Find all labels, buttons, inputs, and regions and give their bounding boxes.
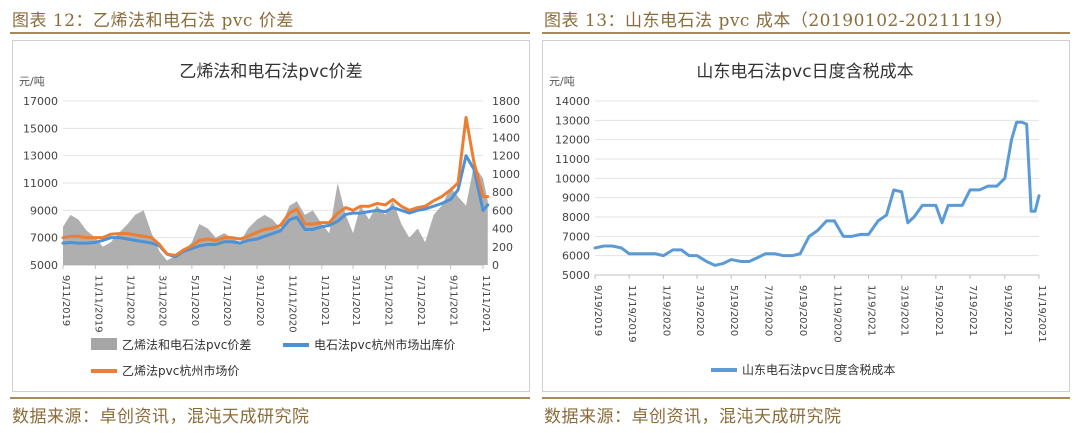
right-figure-caption: 图表 13：山东电石法 pvc 成本（20190102-20211119） [544,11,1014,31]
y2-tick-label: 1200 [492,150,520,163]
right-chart-svg: 山东电石法pvc日度含税成本元/吨50006000700080009000100… [549,62,1047,377]
y-tick-label: 12000 [555,134,590,147]
y-tick-label: 10000 [555,172,590,185]
y-tick-label: 5000 [30,259,58,272]
chart-title: 乙烯法和电石法pvc价差 [179,62,362,82]
y2-tick-label: 1800 [492,95,520,108]
y2-tick-label: 1600 [492,113,520,126]
x-tick-label: 9/19/2020 [797,285,808,336]
y2-tick-label: 600 [492,204,513,217]
x-tick-label: 3/11/2021 [350,275,361,326]
x-tick-label: 5/11/2021 [382,275,393,326]
x-tick-label: 9/19/2021 [1002,285,1013,336]
x-tick-label: 11/11/2020 [286,275,297,333]
y-axis-unit-label: 元/吨 [19,75,45,88]
y2-tick-label: 1400 [492,131,520,144]
legend-label: 山东电石法pvc日度含税成本 [742,362,895,377]
y-axis-unit-label: 元/吨 [549,75,575,88]
y-tick-label: 6000 [562,250,590,263]
legend-swatch [91,338,117,350]
series-line-0 [593,120,1041,267]
x-tick-label: 3/19/2021 [899,285,910,336]
y2-tick-label: 1000 [492,168,520,181]
y-tick-label: 11000 [23,177,58,190]
x-tick-label: 1/19/2020 [660,285,671,336]
x-tick-label: 9/11/2019 [60,275,71,326]
y2-tick-label: 0 [492,259,499,272]
x-tick-label: 5/19/2021 [933,285,944,336]
left-figure-caption: 图表 12：乙烯法和电石法 pvc 价差 [12,11,294,31]
x-tick-label: 5/19/2020 [728,285,739,336]
right-chart-panel: 山东电石法pvc日度含税成本 元/吨 5000 6000 7000 8000 9000 100… [542,40,1070,392]
x-tick-label: 11/19/2021 [1036,285,1047,343]
series-area-0 [63,164,488,265]
x-tick-label: 1/11/2020 [125,275,136,326]
y-tick-label: 14000 [555,95,590,108]
y-tick-label: 17000 [23,95,58,108]
y-tick-label: 11000 [555,153,590,166]
x-tick-label: 11/11/2021 [480,275,491,333]
y2-tick-label: 400 [492,223,513,236]
legend-label: 乙烯法和电石法pvc价差 [122,338,251,352]
series-line-1 [61,154,490,259]
x-tick-label: 11/11/2019 [92,275,103,333]
left-source-rule [10,397,530,399]
y2-tick-label: 800 [492,186,513,199]
x-tick-label: 1/11/2021 [319,275,330,326]
x-tick-label: 11/19/2019 [626,285,637,343]
x-tick-label: 7/11/2021 [415,275,426,326]
legend-label: 乙烯法pvc杭州市场价 [122,363,239,378]
y2-tick-label: 200 [492,241,513,254]
right-caption-rule [542,32,1070,34]
right-source-rule [542,397,1070,399]
y-tick-label: 5000 [562,269,590,282]
x-tick-label: 9/11/2021 [448,275,459,326]
x-tick-label: 9/19/2019 [592,285,603,336]
x-tick-label: 9/11/2020 [254,275,265,326]
y-tick-label: 9000 [30,204,58,217]
y-tick-label: 8000 [562,211,590,224]
y-tick-label: 13000 [23,150,58,163]
y-tick-label: 7000 [562,230,590,243]
left-chart-svg: 乙烯法和电石法pvc价差元/吨5000700090001100013000150… [19,62,520,378]
y-tick-label: 13000 [555,114,590,127]
y-tick-label: 7000 [30,232,58,245]
chart-title: 山东电石法pvc日度含税成本 [696,62,913,82]
x-tick-label: 7/19/2020 [762,285,773,336]
left-chart-panel: 乙烯法和电石法pvc价差 元/吨 5000 7000 9000 11000 13000 150… [12,40,530,392]
legend-label: 电石法pvc杭州市场出库价 [314,337,455,352]
x-tick-label: 1/19/2021 [866,285,877,336]
x-tick-label: 5/11/2020 [189,275,200,326]
right-figure-source: 数据来源：卓创资讯，混沌天成研究院 [544,407,842,427]
x-tick-label: 3/11/2020 [157,275,168,326]
left-caption-rule [10,32,530,34]
x-tick-label: 7/19/2021 [967,285,978,336]
x-tick-label: 11/19/2020 [831,285,842,343]
left-figure-source: 数据来源：卓创资讯，混沌天成研究院 [12,407,310,427]
x-tick-label: 3/19/2020 [694,285,705,336]
x-tick-label: 7/11/2020 [221,275,232,326]
y-tick-label: 9000 [562,192,590,205]
y-tick-label: 15000 [23,122,58,135]
series-line-2 [61,115,490,257]
